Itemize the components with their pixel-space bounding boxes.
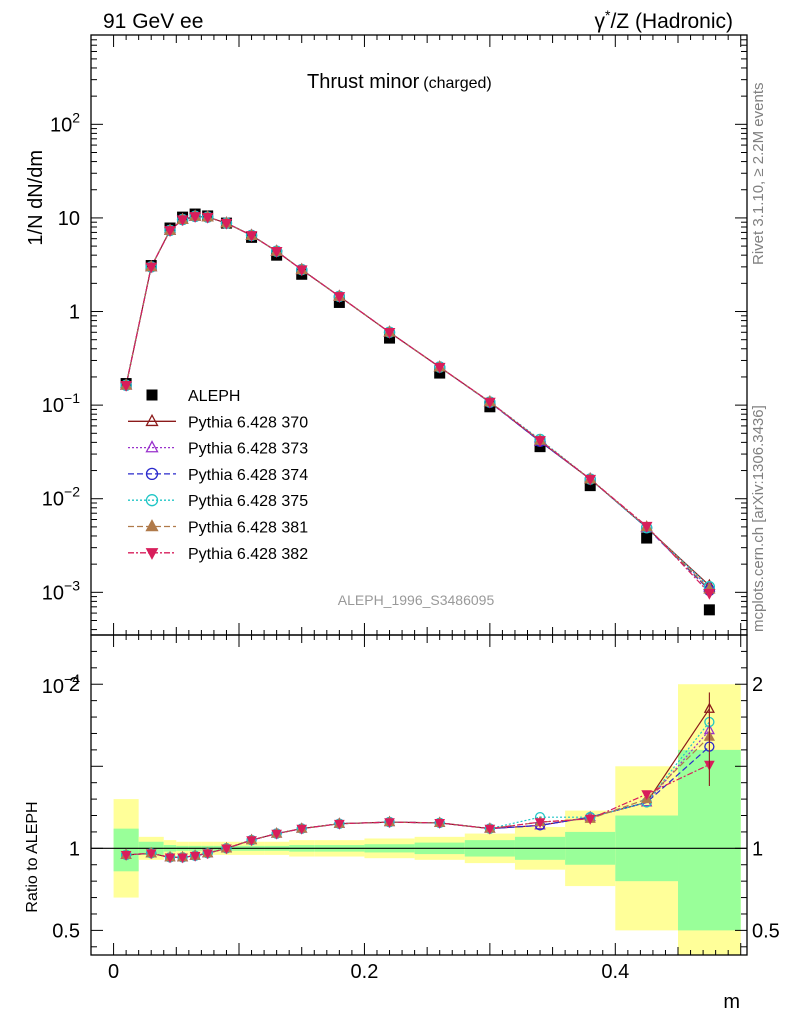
ratio-point	[164, 853, 176, 864]
header-left-label: 91 GeV ee	[103, 10, 203, 33]
ratio-y-tick-label-right: 1	[752, 838, 763, 860]
mc-point	[220, 218, 233, 230]
ratio-point	[484, 824, 496, 835]
side-label-mcplots: mcplots.cern.ch [arXiv:1306.3436]	[750, 405, 767, 632]
ratio-y-axis-label: Ratio to ALEPH	[24, 801, 41, 912]
ratio-y-tick-label-right: 2	[752, 674, 763, 696]
legend-label: Pythia 6.428 374	[188, 467, 308, 484]
ratio-point	[534, 818, 546, 829]
mc-point	[145, 262, 158, 274]
axes-frame	[90, 34, 748, 956]
ratio-y-tick-label: 2	[69, 674, 80, 696]
ratio-point	[384, 818, 395, 829]
ratio-point	[189, 851, 201, 862]
mc-point	[189, 212, 201, 223]
mc-point	[640, 521, 653, 533]
ratio-y-tick-label: 0.5	[52, 920, 80, 942]
watermark-label: ALEPH_1996_S3486095	[338, 592, 495, 608]
legend-label: Pythia 6.428 373	[188, 441, 308, 458]
y-tick-label: 1	[69, 302, 80, 324]
mc-point	[383, 328, 396, 339]
mc-point	[584, 474, 597, 486]
mc-point	[534, 436, 546, 447]
ratio-y-tick-label-right: 0.5	[752, 920, 780, 942]
y-tick-label: 102	[50, 109, 80, 136]
legend-label: ALEPH	[188, 388, 240, 405]
y-tick-label: 10−4	[42, 671, 80, 698]
y-tick-label: 10	[58, 208, 80, 230]
legend-marker	[145, 494, 159, 507]
mc-point	[333, 292, 346, 303]
ratio-point	[145, 849, 157, 860]
ratio-point	[584, 814, 596, 825]
x-tick-label: 0.2	[351, 961, 379, 983]
ratio-point	[296, 824, 308, 835]
legend-label: Pythia 6.428 370	[188, 414, 308, 431]
ratio-point	[120, 851, 132, 861]
mc-point	[295, 265, 308, 277]
data-point	[703, 604, 715, 616]
ratio-point	[434, 819, 446, 829]
y-axis-label: 1/N dN/dm	[25, 150, 47, 246]
ratio-point	[334, 819, 345, 830]
ratio-bands	[91, 684, 747, 955]
data-point	[641, 532, 653, 544]
ratio-y-tick-label: 1	[69, 838, 80, 860]
chart-title: Thrust minor (charged)	[307, 71, 492, 93]
ratio-frame	[90, 634, 748, 956]
mc-point	[176, 215, 189, 227]
legend: ALEPH Pythia 6.428 370 Pythia 6.428 373 Pyt…	[128, 388, 308, 563]
legend-marker	[145, 467, 159, 481]
header-right-label: γ*/Z (Hadronic)	[595, 7, 733, 33]
legend-marker	[145, 413, 159, 427]
ratio-point	[271, 829, 282, 840]
y-tick-label: 10−1	[42, 390, 80, 417]
mc-point	[201, 212, 214, 224]
legend-label: Pythia 6.428 381	[188, 520, 308, 537]
tick-labels: 10−4 10−3 10−2 10−1 1 10 102 0.5 0.5 1 1 2 2 0 0.2 0.4	[42, 109, 780, 983]
x-tick-label: 0	[108, 961, 119, 983]
x-tick-label: 0.4	[601, 961, 629, 983]
legend-marker	[145, 548, 159, 560]
legend-label: Pythia 6.428 382	[188, 546, 308, 563]
mc-point	[164, 226, 176, 237]
ratio-point	[202, 849, 213, 860]
mc-point	[433, 362, 446, 374]
x-axis-label: m	[723, 991, 740, 1013]
legend-marker	[145, 519, 159, 532]
ratio-point	[641, 790, 652, 801]
legend-marker	[146, 389, 158, 401]
ratio-point	[246, 836, 257, 847]
series-line	[125, 215, 710, 594]
ratio-series-markers	[120, 692, 715, 864]
y-tick-label: 10−2	[42, 484, 80, 511]
main-series-markers	[120, 208, 716, 616]
y-tick-label: 10−3	[42, 577, 80, 604]
mc-point	[245, 231, 258, 242]
ratio-point	[177, 853, 188, 864]
legend-marker	[145, 440, 159, 453]
side-label-rivet: Rivet 3.1.10, ≥ 2.2M events	[750, 83, 767, 266]
mc-point	[484, 397, 496, 409]
mc-point	[120, 381, 132, 392]
ratio-point	[221, 844, 232, 855]
mc-point	[270, 247, 283, 258]
ratio-line	[126, 721, 710, 859]
legend-label: Pythia 6.428 375	[188, 493, 308, 510]
mc-point	[703, 588, 716, 600]
